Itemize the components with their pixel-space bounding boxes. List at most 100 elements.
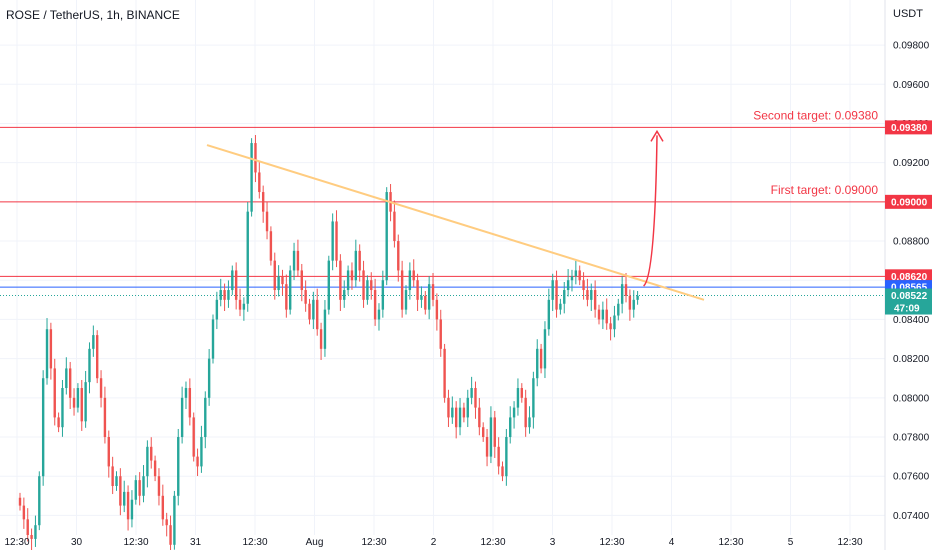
- candle-body: [582, 280, 585, 291]
- chart-title: ROSE / TetherUS, 1h, BINANCE: [6, 8, 180, 22]
- time-tick-label: 12:30: [123, 537, 148, 548]
- candle-body: [501, 466, 504, 477]
- price-tag-value: 0.08620: [891, 272, 928, 283]
- price-tick-label: 0.09800: [893, 41, 930, 52]
- candle-body: [509, 417, 512, 438]
- candle-body: [443, 348, 446, 398]
- candle-body: [609, 323, 612, 330]
- candle-body: [84, 382, 87, 422]
- candle-body: [381, 280, 385, 310]
- candle-body: [258, 172, 261, 193]
- candle-body: [462, 407, 466, 418]
- price-tag: 0.09000: [885, 194, 932, 209]
- candle-body: [516, 388, 520, 408]
- candle-body: [628, 295, 632, 310]
- candle-body: [53, 368, 56, 418]
- candle-body: [234, 270, 238, 300]
- candle-body: [300, 270, 303, 291]
- candle-body: [543, 329, 547, 369]
- candle-body: [335, 221, 338, 261]
- candle-body: [632, 299, 635, 310]
- candle-body: [532, 378, 535, 418]
- target-annotation: First target: 0.09000: [771, 183, 879, 197]
- candle-body: [331, 221, 334, 261]
- candle-body: [524, 397, 527, 428]
- candle-body: [215, 299, 219, 320]
- horizontal-levels[interactable]: [0, 126, 885, 297]
- candle-body: [92, 335, 95, 349]
- candle-body: [574, 270, 578, 277]
- time-axis[interactable]: 12:30 30 12:30 31 12:30 Aug 12:30 2 12:30 3 12:30 4…: [4, 537, 862, 548]
- candle-body: [99, 378, 103, 398]
- time-tick-label: 2: [431, 537, 437, 548]
- price-tick-label: 0.09600: [893, 80, 930, 91]
- price-tick-label: 0.08400: [893, 315, 930, 326]
- trendline: [206, 144, 705, 301]
- candle-body: [130, 499, 134, 520]
- candle-body: [223, 290, 226, 300]
- price-tag-value: 0.09000: [891, 197, 928, 208]
- time-tick-label: Aug: [306, 537, 324, 548]
- price-unit: USDT: [893, 8, 923, 20]
- candle-body: [196, 456, 199, 467]
- candle-body: [327, 260, 330, 310]
- candle-body: [470, 388, 473, 398]
- candle-body: [624, 284, 628, 296]
- candle-body: [96, 335, 99, 379]
- arrow-head-icon: [650, 129, 664, 142]
- candle-body: [138, 480, 141, 496]
- candle-body: [493, 417, 496, 447]
- candle-body: [177, 437, 180, 496]
- target-annotation: Second target: 0.09380: [753, 108, 878, 122]
- candle-body: [308, 303, 311, 320]
- drawings[interactable]: Second target: 0.09380 First target: 0.09…: [206, 108, 879, 301]
- candle-body: [285, 284, 288, 310]
- candlestick-series: [18, 135, 639, 550]
- candle-body: [555, 280, 558, 310]
- candle-body: [304, 290, 307, 304]
- candle-body: [447, 397, 450, 418]
- candle-body: [211, 319, 215, 359]
- candle-body: [238, 299, 242, 310]
- candle-body: [153, 460, 157, 477]
- candle-body: [119, 476, 122, 506]
- candle-body: [277, 276, 280, 291]
- candle-body: [431, 284, 435, 300]
- candle-body: [497, 446, 500, 467]
- candle-body: [173, 495, 176, 545]
- candle-body: [242, 303, 246, 310]
- candle-body: [520, 388, 523, 398]
- candle-body: [41, 378, 45, 477]
- candle-body: [373, 290, 377, 320]
- candle-body: [593, 290, 597, 310]
- time-tick-label: 12:30: [599, 537, 624, 548]
- candle-body: [536, 348, 539, 379]
- price-tag-value: 0.08565: [891, 283, 928, 294]
- candle-body: [354, 250, 358, 281]
- candle-body: [111, 466, 114, 487]
- candle-body: [343, 290, 346, 300]
- candle-body: [578, 270, 581, 281]
- candle-body: [18, 497, 22, 506]
- grid-lines: [0, 0, 885, 535]
- time-tick-label: 3: [550, 537, 556, 548]
- candle-body: [617, 303, 620, 316]
- price-tick-label: 0.08800: [893, 237, 930, 248]
- candle-body: [45, 329, 49, 379]
- candle-body: [65, 368, 68, 389]
- candle-body: [416, 280, 419, 300]
- candle-body: [636, 295, 639, 300]
- price-tag-countdown: 47:09: [894, 304, 920, 315]
- candle-body: [126, 491, 130, 520]
- candle-body: [192, 417, 195, 457]
- price-tag-bg: [885, 194, 932, 209]
- candle-body: [316, 299, 319, 330]
- candle-body: [107, 437, 110, 467]
- time-tick-label: 12:30: [718, 537, 743, 548]
- candle-body: [61, 388, 64, 428]
- candle-body: [590, 290, 593, 300]
- price-tag-bg: [885, 120, 932, 135]
- time-tick-label: 12:30: [480, 537, 505, 548]
- price-tag: 0.08620: [885, 269, 932, 284]
